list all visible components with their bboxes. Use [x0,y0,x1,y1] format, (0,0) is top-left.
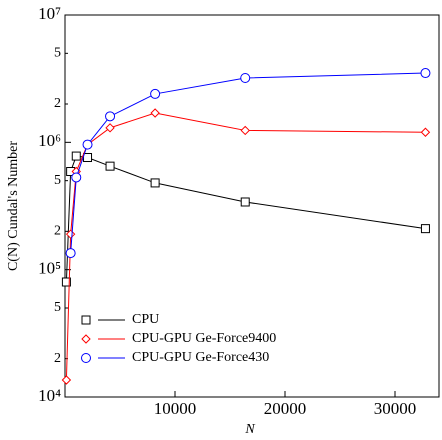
y-tick-label: 10⁴ [38,386,61,405]
marker [82,139,93,150]
y-tick-label: 5 [54,300,61,315]
x-tick-label: 20000 [264,399,307,418]
marker [83,153,93,163]
y-tick-label: 10⁷ [38,4,61,23]
legend-label: CPU-GPU Ge-Force430 [132,350,269,365]
marker [81,315,91,325]
x-axis-label: N [244,422,255,437]
series-line [70,72,426,254]
y-axis-label: C(N) Cundal's Number [6,141,21,271]
legend-label: CPU-GPU Ge-Force9400 [132,331,276,346]
marker [105,111,116,122]
plot-frame [64,14,440,398]
marker [150,178,160,188]
marker [420,127,431,137]
marker [81,334,91,344]
marker [420,68,431,79]
y-tick-label: 5 [54,46,61,61]
marker [150,88,161,99]
marker [71,172,82,183]
marker [71,151,81,161]
y-tick-label: 10⁵ [38,259,61,278]
marker [61,277,71,287]
marker [61,375,72,385]
marker [240,197,250,207]
y-tick-label: 10⁶ [38,131,61,150]
x-tick-label: 10000 [154,399,197,418]
marker [240,125,250,136]
marker [105,161,115,171]
y-tick-label: 2 [54,351,61,366]
y-tick-label: 2 [54,96,61,111]
x-tick-label: 30000 [374,399,417,418]
marker [240,73,251,84]
marker [150,108,160,118]
legend-label: CPU [132,312,159,327]
series-line [65,112,426,381]
y-tick-label: 2 [54,224,61,239]
marker [420,224,430,234]
marker [81,353,91,363]
marker [65,248,76,259]
series-line [65,155,426,283]
y-tick-label: 5 [54,173,61,188]
marker [105,123,115,133]
